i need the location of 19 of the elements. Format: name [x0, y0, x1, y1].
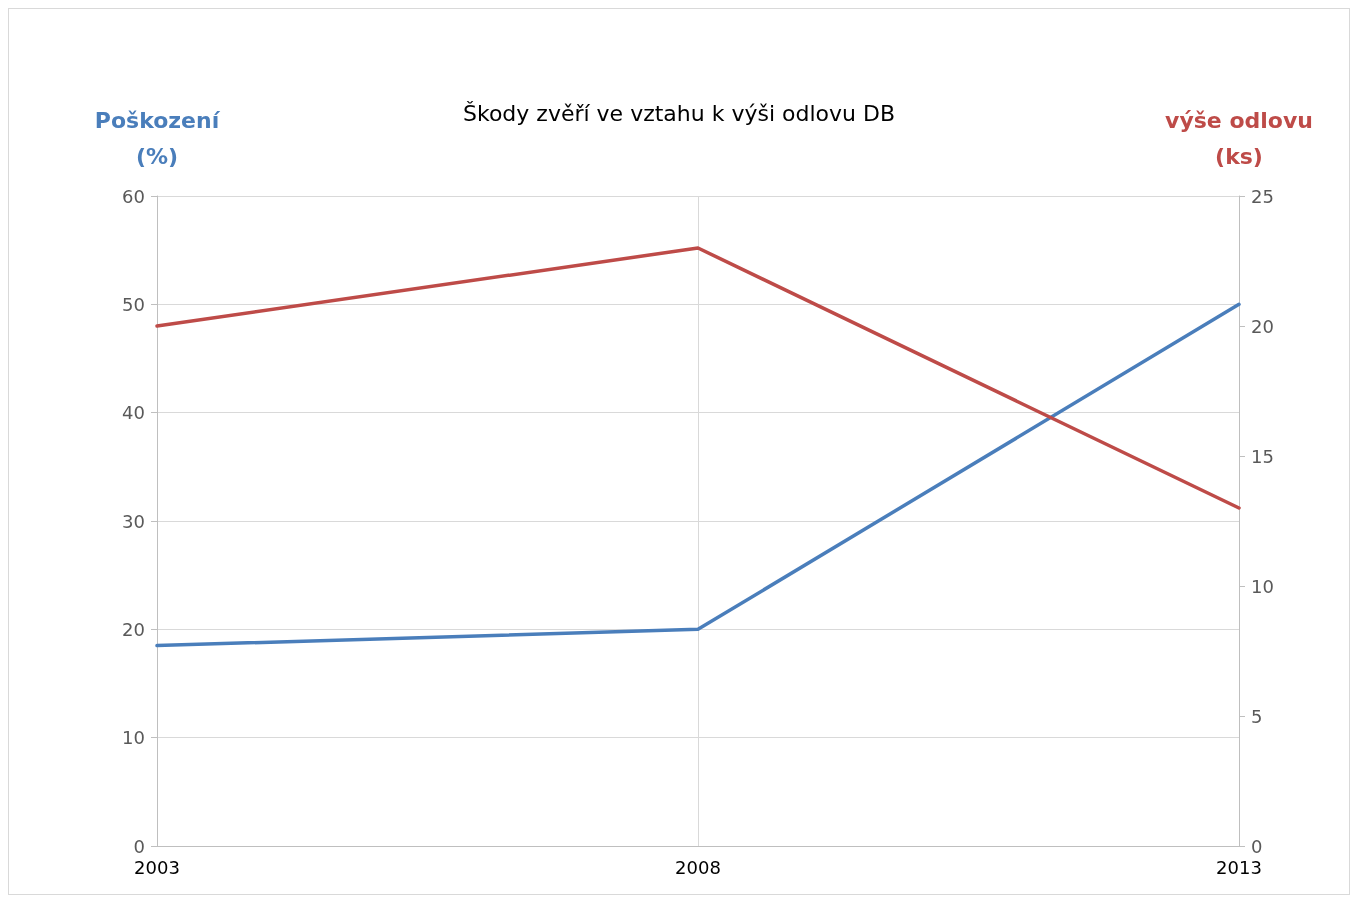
y-tick-label: 50 — [122, 293, 145, 315]
y2-axis-title: výše odlovu (ks) — [1165, 107, 1313, 169]
y-tick-label: 30 — [122, 510, 145, 532]
x-tick-label: 2013 — [1216, 856, 1262, 878]
y-axis-title: Poškození (%) — [94, 107, 221, 169]
y2-tick-label: 15 — [1251, 445, 1274, 467]
y2-tick-label: 25 — [1251, 185, 1274, 207]
chart-title: Škody zvěří ve vztahu k výši odlovu DB — [462, 100, 896, 126]
y2-tick-label: 20 — [1251, 315, 1274, 337]
x-tick-label: 2003 — [134, 856, 180, 878]
y-tick-label: 0 — [133, 835, 145, 857]
y2-tick-label: 5 — [1251, 705, 1263, 727]
x-tick-label: 2008 — [675, 856, 721, 878]
y-tick-label: 10 — [122, 727, 145, 749]
y-tick-label: 60 — [122, 185, 145, 207]
y2-tick-label: 0 — [1251, 835, 1263, 857]
y2-tick-label: 10 — [1251, 575, 1274, 597]
y-tick-label: 40 — [122, 402, 145, 424]
y-tick-label: 20 — [122, 618, 145, 640]
